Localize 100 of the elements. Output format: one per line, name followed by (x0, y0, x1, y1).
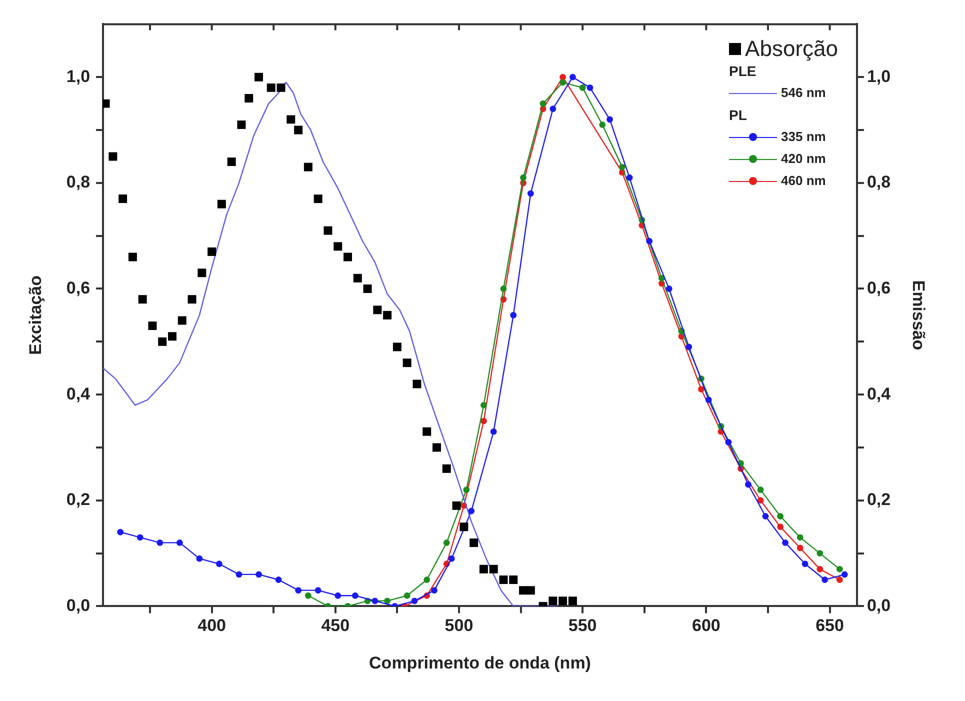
y2-tick-label: 0,4 (866, 384, 892, 404)
point (618, 164, 626, 170)
point (344, 252, 352, 262)
point (468, 508, 475, 514)
y-tick-label: 0,2 (66, 490, 90, 510)
point (305, 592, 312, 599)
x-tick-label: 500 (444, 616, 474, 636)
y-axis-title: Excitação (26, 276, 45, 355)
point (841, 571, 848, 578)
point (762, 513, 769, 520)
point (392, 342, 402, 352)
point (463, 486, 470, 493)
point (188, 295, 196, 304)
point (470, 538, 478, 547)
point (118, 194, 128, 204)
point (136, 534, 144, 541)
point (424, 576, 430, 583)
x-tick-label: 550 (568, 616, 597, 636)
point (383, 310, 392, 320)
point (606, 116, 613, 123)
point (490, 428, 497, 435)
point (432, 443, 441, 452)
point (148, 322, 157, 330)
y-tick-label: 0,0 (66, 596, 90, 615)
x-tick-label: 450 (321, 616, 350, 636)
point (836, 576, 843, 583)
point (412, 380, 422, 388)
point (254, 72, 264, 82)
legend-label: Absorção (745, 36, 838, 61)
point (757, 497, 764, 504)
y2-tick-label: 0,2 (866, 490, 891, 510)
point (295, 587, 302, 594)
point (208, 247, 216, 256)
point (757, 486, 764, 493)
point (816, 550, 824, 556)
point (816, 566, 824, 572)
point (568, 596, 577, 606)
point (705, 396, 712, 404)
point (500, 286, 507, 292)
point (237, 120, 246, 129)
point (108, 152, 118, 161)
point (686, 344, 692, 350)
point (176, 540, 183, 546)
point (168, 332, 176, 341)
point (314, 194, 322, 204)
point (560, 74, 566, 80)
point (796, 544, 804, 552)
point (286, 115, 296, 124)
point (404, 592, 410, 599)
point (527, 190, 534, 197)
point (460, 522, 468, 532)
point (509, 576, 518, 584)
x-tick-label: 400 (198, 616, 226, 636)
point (314, 587, 322, 594)
point (480, 418, 487, 424)
point (540, 100, 546, 107)
point (626, 174, 633, 181)
point (256, 571, 262, 578)
point (158, 337, 167, 346)
point (560, 79, 566, 86)
x-tick-label: 650 (816, 616, 844, 636)
point (777, 524, 784, 530)
y2-tick-label: 0,6 (866, 278, 891, 298)
point (579, 84, 586, 91)
point (666, 286, 672, 292)
point (402, 358, 412, 368)
point (198, 268, 206, 278)
point (244, 94, 254, 103)
point (334, 592, 342, 599)
point (480, 402, 487, 408)
point (796, 534, 804, 541)
annotation: PLE (729, 62, 758, 81)
point (227, 158, 236, 166)
point (294, 126, 303, 134)
point (698, 386, 704, 392)
point (156, 540, 164, 546)
point (117, 528, 124, 536)
y2-tick-label: 1,0 (866, 66, 891, 86)
y-tick-label: 1,0 (66, 66, 90, 86)
point (275, 576, 282, 583)
y2-tick-label: 0,8 (866, 172, 891, 192)
point (569, 74, 576, 80)
point (353, 274, 362, 282)
point (196, 555, 203, 562)
point (372, 598, 378, 604)
point (384, 598, 391, 604)
point (324, 226, 332, 235)
point (373, 306, 382, 314)
point (510, 312, 517, 318)
point (352, 592, 358, 599)
point (334, 242, 342, 251)
point (520, 174, 526, 181)
point (558, 596, 568, 606)
point (422, 427, 432, 436)
point (745, 481, 752, 488)
point (489, 564, 498, 574)
point (836, 566, 843, 572)
point (782, 540, 788, 546)
point (411, 598, 418, 604)
point (236, 571, 242, 578)
